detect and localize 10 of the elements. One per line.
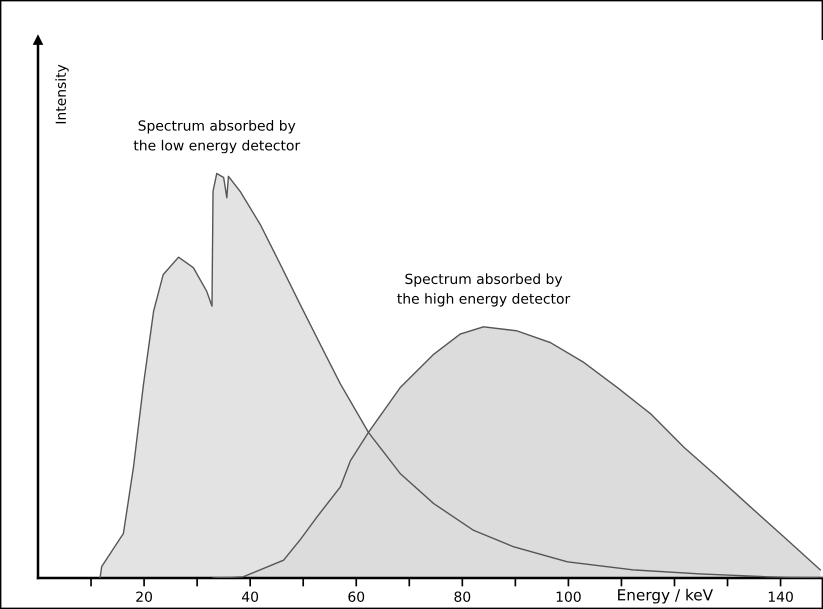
x-tick-label: 140 — [768, 591, 793, 602]
y-axis-title: Intensity — [55, 64, 69, 124]
text: Spectrum absorbed by the low energy detector — [134, 120, 300, 154]
x-tick-label: 100 — [556, 591, 581, 602]
x-tick-label: 80 — [454, 591, 470, 602]
text: Spectrum absorbed by the high energy detector — [397, 273, 570, 307]
x-tick-label: 20 — [136, 591, 152, 602]
x-tick-label: 40 — [242, 591, 258, 602]
x-axis-title: Energy / keV — [618, 588, 713, 604]
x-tick-label: 60 — [348, 591, 364, 602]
